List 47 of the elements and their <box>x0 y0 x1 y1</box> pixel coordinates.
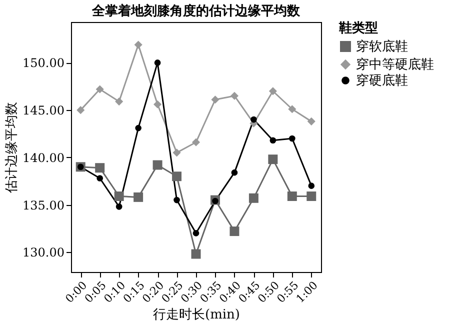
point <box>134 40 142 49</box>
y-axis-title: 估计边缘平均数 <box>4 102 20 194</box>
point <box>172 172 182 182</box>
point <box>192 230 200 236</box>
point <box>172 148 181 157</box>
point <box>211 96 220 104</box>
point <box>152 160 162 170</box>
y-tick-label: 135.00 <box>22 198 64 212</box>
point <box>230 226 240 236</box>
x-axis-title: 行走时长(min) <box>152 308 240 323</box>
point <box>96 175 104 182</box>
point <box>154 60 161 66</box>
point <box>174 196 180 204</box>
point <box>114 192 124 201</box>
legend-title: 鞋类型 <box>338 21 378 36</box>
point <box>288 135 296 142</box>
point <box>76 106 85 114</box>
y-tick-label: 130.00 <box>22 246 64 260</box>
point <box>231 169 238 176</box>
point <box>191 249 201 259</box>
point <box>248 193 258 203</box>
legend-label: 穿软底鞋 <box>356 40 408 54</box>
legend-label: 穿硬底鞋 <box>356 74 408 88</box>
point <box>96 85 104 94</box>
point <box>134 192 144 202</box>
point <box>287 192 297 201</box>
y-tick-label: 150.00 <box>22 56 64 70</box>
point <box>192 138 200 146</box>
chart-title: 全掌着地刻膝角度的估计边缘平均数 <box>91 3 301 19</box>
y-tick-label: 145.00 <box>22 104 64 118</box>
point <box>230 92 238 100</box>
point <box>288 105 296 114</box>
legend-label: 穿中等硬底鞋 <box>356 58 434 72</box>
point <box>135 124 142 132</box>
point <box>270 137 276 144</box>
y-tick-label: 140.00 <box>22 150 64 165</box>
point <box>115 98 124 106</box>
point <box>95 163 105 173</box>
point <box>250 116 257 123</box>
point <box>308 182 315 189</box>
point <box>306 192 316 201</box>
point <box>154 100 162 108</box>
point <box>307 117 316 126</box>
point <box>116 204 122 210</box>
point <box>268 87 277 96</box>
point <box>212 198 218 204</box>
point <box>268 154 278 164</box>
